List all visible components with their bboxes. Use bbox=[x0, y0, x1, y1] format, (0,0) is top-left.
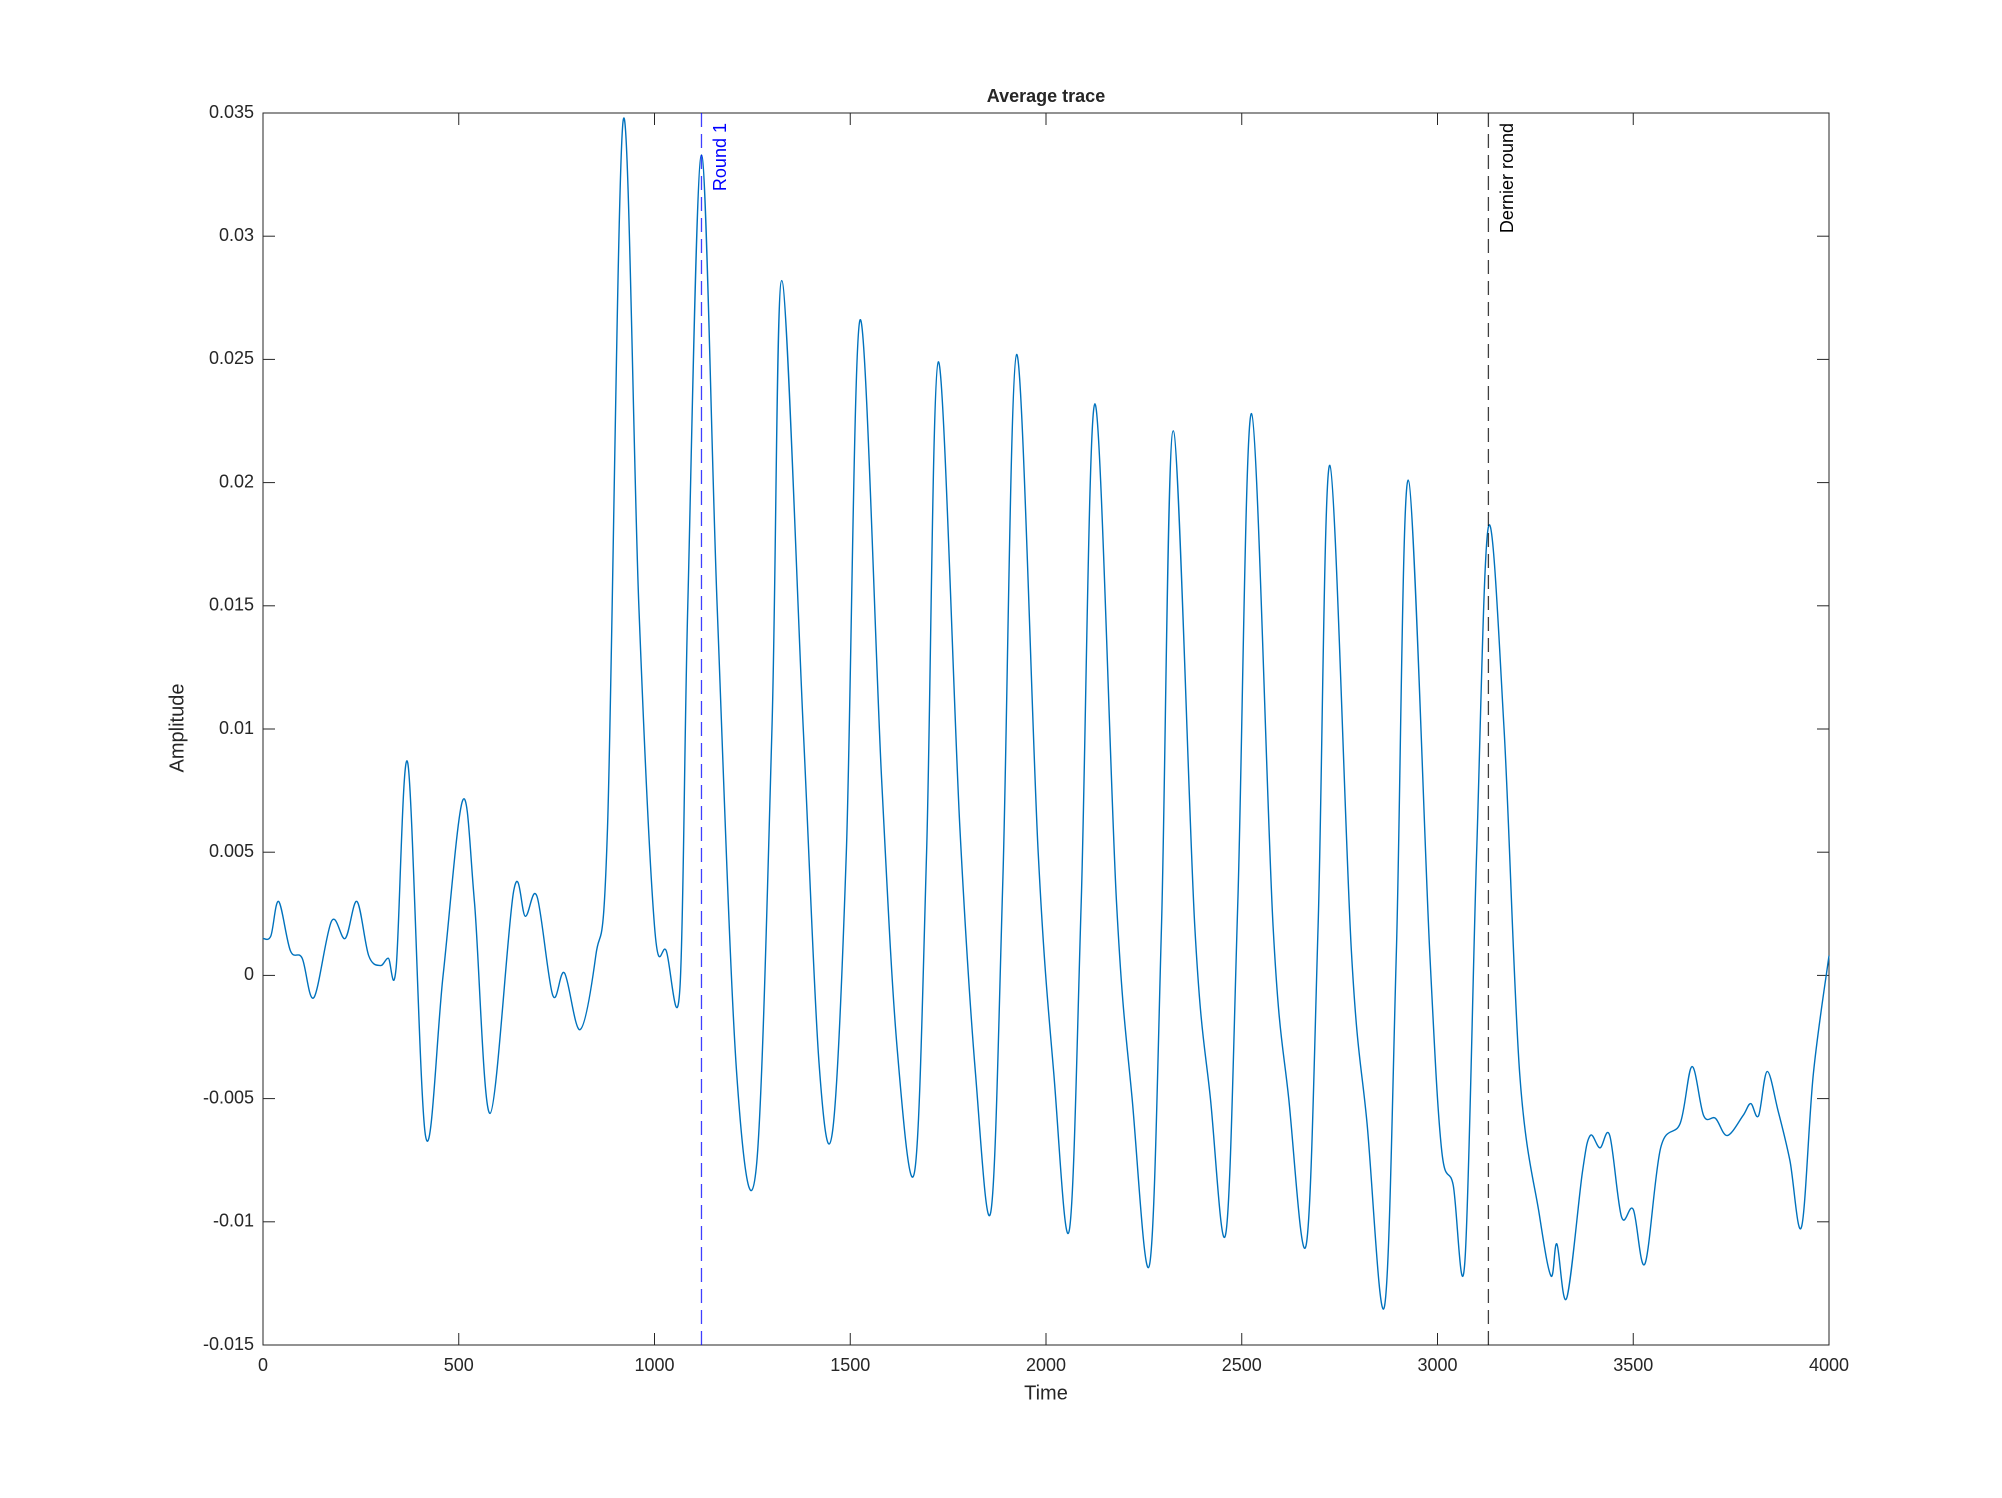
x-tick-label: 2500 bbox=[1222, 1355, 1262, 1375]
x-axis-label: Time bbox=[1024, 1382, 1068, 1404]
y-tick-label: -0.015 bbox=[203, 1334, 254, 1354]
x-tick-label: 500 bbox=[444, 1355, 474, 1375]
chart-title: Average trace bbox=[987, 86, 1105, 106]
x-tick-label: 1500 bbox=[830, 1355, 870, 1375]
plot-frame bbox=[262, 112, 1830, 1346]
y-tick-label: 0.005 bbox=[209, 841, 254, 861]
y-tick-label: 0.035 bbox=[209, 102, 254, 122]
y-tick-label: 0.02 bbox=[219, 471, 254, 491]
marker-label: Dernier round bbox=[1497, 123, 1517, 233]
x-tick-label: 1000 bbox=[634, 1355, 674, 1375]
y-tick-label: 0.015 bbox=[209, 595, 254, 615]
y-tick-label: 0.01 bbox=[219, 718, 254, 738]
y-tick-label: -0.01 bbox=[213, 1211, 254, 1231]
x-tick-label: 2000 bbox=[1026, 1355, 1066, 1375]
data-line bbox=[262, 117, 1830, 1310]
y-tick-label: -0.005 bbox=[203, 1087, 254, 1107]
marker-label: Round 1 bbox=[710, 123, 730, 191]
y-axis-label: Amplitude bbox=[166, 684, 188, 773]
x-tick-label: 3500 bbox=[1613, 1355, 1653, 1375]
y-tick-label: 0.025 bbox=[209, 348, 254, 368]
y-tick-label: 0.03 bbox=[219, 225, 254, 245]
x-tick-label: 3000 bbox=[1417, 1355, 1457, 1375]
y-tick-label: 0 bbox=[244, 964, 254, 984]
x-tick-label: 0 bbox=[258, 1355, 268, 1375]
x-tick-label: 4000 bbox=[1809, 1355, 1849, 1375]
